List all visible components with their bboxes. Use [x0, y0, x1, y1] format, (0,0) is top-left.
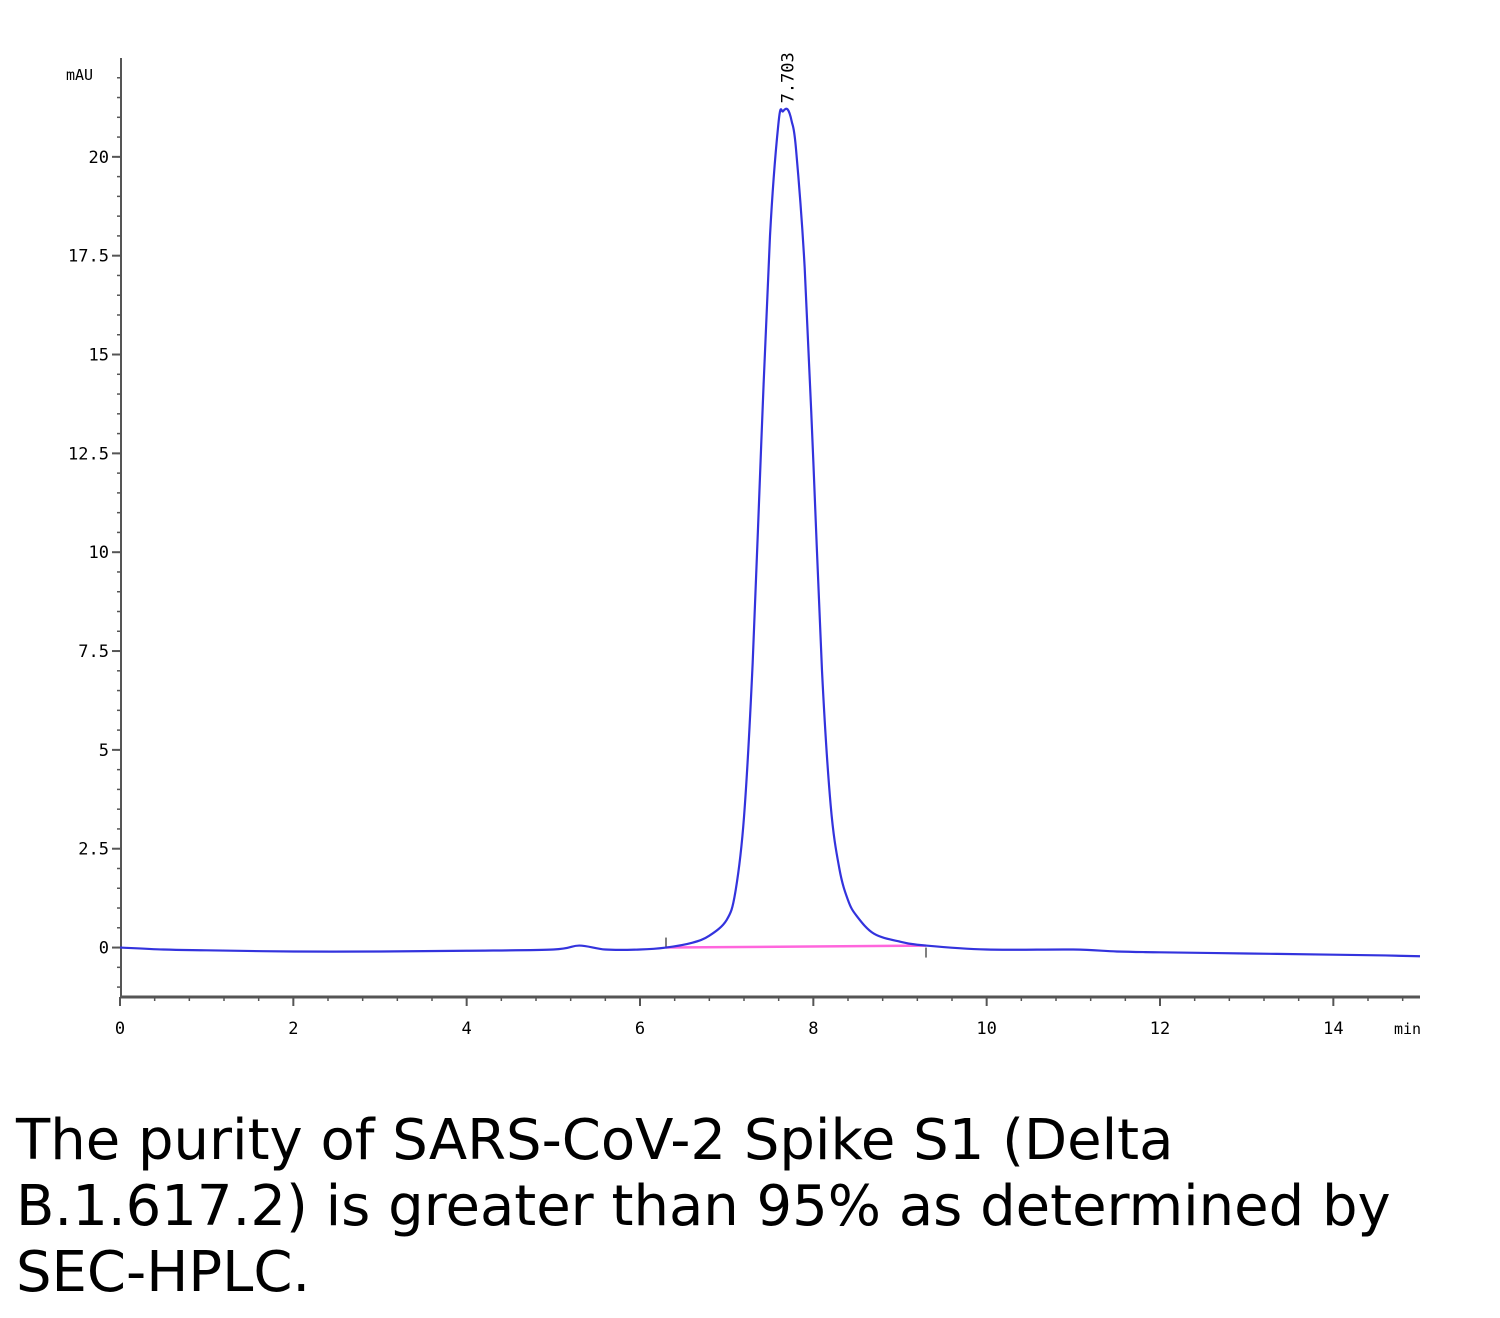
plot-area: 7.703 [119, 52, 1421, 958]
chromatogram-line [119, 107, 1421, 958]
x-tick-label: 6 [635, 1019, 645, 1039]
x-tick-label: 14 [1323, 1019, 1343, 1039]
peak-label: 7.703 [779, 52, 799, 103]
y-tick-label: 7.5 [78, 642, 109, 662]
x-tick-label: 10 [976, 1019, 996, 1039]
x-tick-label: 12 [1150, 1019, 1170, 1039]
y-tick-label: 5 [99, 741, 109, 761]
y-axis: 0 2.5 5 7.5 10 12.5 15 17.5 20 [68, 58, 122, 997]
integration-baseline [665, 944, 927, 949]
chromatogram-chart: 0 2.5 5 7.5 10 12.5 15 17.5 20 0 2 4 6 8 10 12 14 7.703… [66, 52, 1421, 1039]
x-axis: 0 2 4 6 8 10 12 14 [115, 995, 1420, 1039]
y-tick-label: 0 [99, 939, 109, 959]
y-tick-label: 10 [89, 543, 109, 563]
x-axis-unit: min [1394, 1020, 1421, 1038]
y-tick-label: 12.5 [68, 444, 109, 464]
y-tick-label: 15 [89, 346, 109, 366]
x-tick-label: 4 [462, 1019, 472, 1039]
y-tick-label: 20 [89, 148, 109, 168]
x-tick-label: 0 [115, 1019, 125, 1039]
figure-caption: The purity of SARS-CoV-2 Spike S1 (Delta… [16, 1108, 1391, 1305]
y-tick-label: 2.5 [78, 840, 109, 860]
x-tick-label: 8 [808, 1019, 818, 1039]
y-axis-unit: mAU [66, 66, 93, 84]
x-tick-label: 2 [288, 1019, 298, 1039]
y-tick-label: 17.5 [68, 247, 109, 267]
